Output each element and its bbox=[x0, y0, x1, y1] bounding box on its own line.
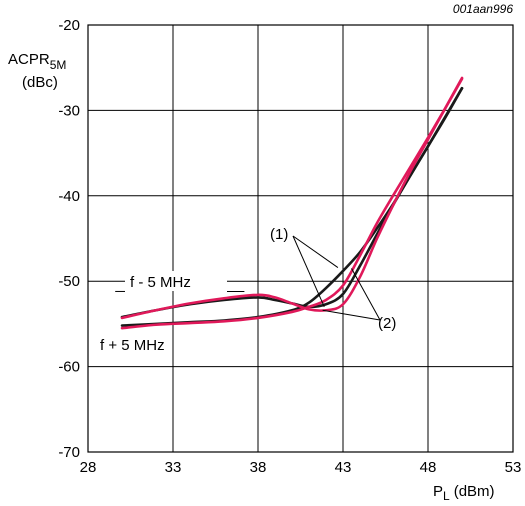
x-tick-label: 43 bbox=[335, 459, 352, 476]
series-line-pink-f-plus bbox=[120, 76, 464, 320]
y-tick-label: -60 bbox=[58, 359, 80, 376]
x-tick-label: 33 bbox=[165, 459, 182, 476]
figure-id: 001aan996 bbox=[453, 2, 513, 16]
label-bg bbox=[125, 271, 227, 291]
x-tick-label: 48 bbox=[420, 459, 437, 476]
y-tick-label: -30 bbox=[58, 102, 80, 119]
leader-ref-2b bbox=[322, 309, 381, 321]
annotations: f - 5 MHz f + 5 MHz (1) (2) bbox=[100, 226, 396, 354]
annotation-ref-2: (2) bbox=[378, 315, 396, 332]
y-tick-label: -20 bbox=[58, 17, 80, 34]
x-tick-label: 53 bbox=[505, 459, 522, 476]
x-tick-labels: 28 33 38 43 48 53 bbox=[80, 459, 522, 476]
leader-ref-2a bbox=[351, 268, 381, 321]
x-tick-label: 28 bbox=[80, 459, 97, 476]
series-line-black-f-plus bbox=[120, 86, 464, 319]
x-axis-label: PL (dBm) bbox=[433, 483, 495, 503]
leader-ref-1a bbox=[292, 235, 339, 268]
y-tick-label: -70 bbox=[58, 444, 80, 461]
y-axis-label: ACPR5M bbox=[8, 51, 66, 72]
series-lines bbox=[120, 76, 464, 330]
y-axis-unit: (dBc) bbox=[22, 74, 58, 91]
annotation-f-minus: f - 5 MHz bbox=[130, 274, 191, 291]
y-tick-label: -50 bbox=[58, 273, 80, 290]
grid bbox=[87, 24, 514, 453]
annotation-ref-1: (1) bbox=[270, 226, 288, 243]
plot-frame bbox=[87, 24, 514, 453]
leader-ref-1b bbox=[292, 235, 325, 308]
annotation-f-plus: f + 5 MHz bbox=[100, 337, 165, 354]
series-line-pink-f-minus bbox=[120, 77, 464, 330]
x-tick-label: 38 bbox=[250, 459, 267, 476]
y-tick-label: -40 bbox=[58, 188, 80, 205]
y-tick-labels: -70 -60 -50 -40 -30 -20 bbox=[58, 17, 80, 461]
